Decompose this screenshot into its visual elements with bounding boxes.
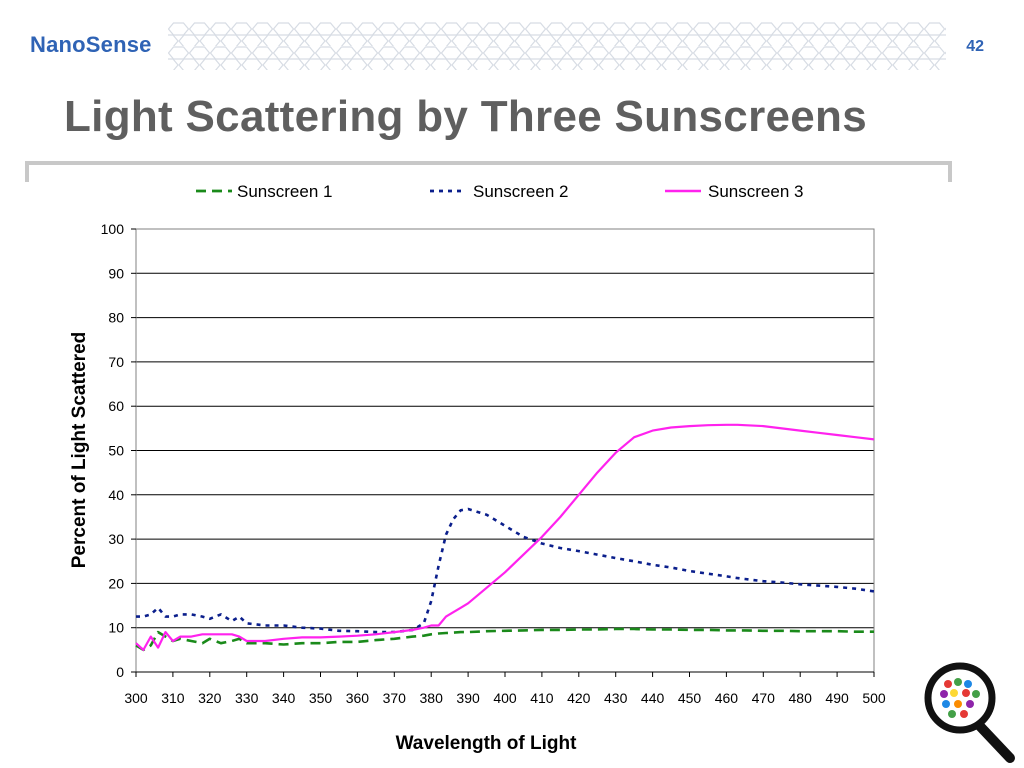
magnifier-icon bbox=[924, 662, 1015, 763]
slide-title: Light Scattering by Three Sunscreens bbox=[64, 92, 867, 141]
y-tick-label: 80 bbox=[108, 310, 124, 326]
y-tick-label: 30 bbox=[108, 531, 124, 547]
x-tick-label: 420 bbox=[567, 690, 591, 706]
series-line-3 bbox=[135, 423, 875, 652]
nanosense-logo: NanoSense bbox=[30, 32, 152, 57]
y-tick-label: 90 bbox=[108, 265, 124, 281]
x-tick-label: 330 bbox=[235, 690, 259, 706]
x-tick-label: 490 bbox=[825, 690, 849, 706]
series-line-2 bbox=[136, 507, 875, 634]
hexagon-pattern-band bbox=[168, 22, 946, 70]
series-lines bbox=[135, 423, 875, 652]
legend-label-sunscreen-2: Sunscreen 2 bbox=[473, 182, 568, 201]
x-tick-label: 470 bbox=[752, 690, 776, 706]
x-tick-label: 340 bbox=[272, 690, 296, 706]
y-tick-label: 60 bbox=[108, 398, 124, 414]
y-axis-title: Percent of Light Scattered bbox=[69, 332, 90, 569]
y-tick-label: 10 bbox=[108, 620, 124, 636]
x-tick-label: 360 bbox=[346, 690, 370, 706]
slide-number: 42 bbox=[966, 38, 984, 55]
y-tick-label: 40 bbox=[108, 487, 124, 503]
x-axis-title: Wavelength of Light bbox=[396, 733, 578, 754]
x-tick-label: 390 bbox=[456, 690, 480, 706]
x-tick-label: 300 bbox=[124, 690, 148, 706]
y-tick-label: 20 bbox=[108, 575, 124, 591]
legend-label-sunscreen-3: Sunscreen 3 bbox=[708, 182, 803, 201]
x-tick-label: 370 bbox=[383, 690, 407, 706]
x-tick-label: 320 bbox=[198, 690, 222, 706]
x-tick-label: 410 bbox=[530, 690, 554, 706]
chart-legend: Sunscreen 1 Sunscreen 2 Sunscreen 3 bbox=[196, 182, 803, 201]
x-tick-label: 440 bbox=[641, 690, 665, 706]
x-tick-label: 450 bbox=[678, 690, 702, 706]
series-line-1 bbox=[135, 627, 874, 652]
grid-lines bbox=[136, 228, 874, 629]
y-tick-label: 0 bbox=[116, 664, 124, 680]
x-tick-label: 400 bbox=[493, 690, 517, 706]
x-tick-label: 430 bbox=[604, 690, 628, 706]
legend-label-sunscreen-1: Sunscreen 1 bbox=[237, 182, 332, 201]
x-tick-label: 380 bbox=[420, 690, 444, 706]
y-tick-label: 70 bbox=[108, 354, 124, 370]
x-tick-label: 460 bbox=[715, 690, 739, 706]
y-tick-label: 50 bbox=[108, 443, 124, 459]
y-tick-label: 100 bbox=[101, 221, 125, 237]
y-axis-ticks: 0 10 20 30 40 50 60 70 80 90 100 bbox=[101, 221, 136, 680]
x-tick-label: 310 bbox=[161, 690, 185, 706]
x-tick-label: 350 bbox=[309, 690, 333, 706]
x-axis-ticks: 300 310 320 330 340 350 360 370 380 390 400 410 420 4… bbox=[124, 671, 886, 706]
x-tick-label: 480 bbox=[789, 690, 813, 706]
x-tick-label: 500 bbox=[862, 690, 886, 706]
